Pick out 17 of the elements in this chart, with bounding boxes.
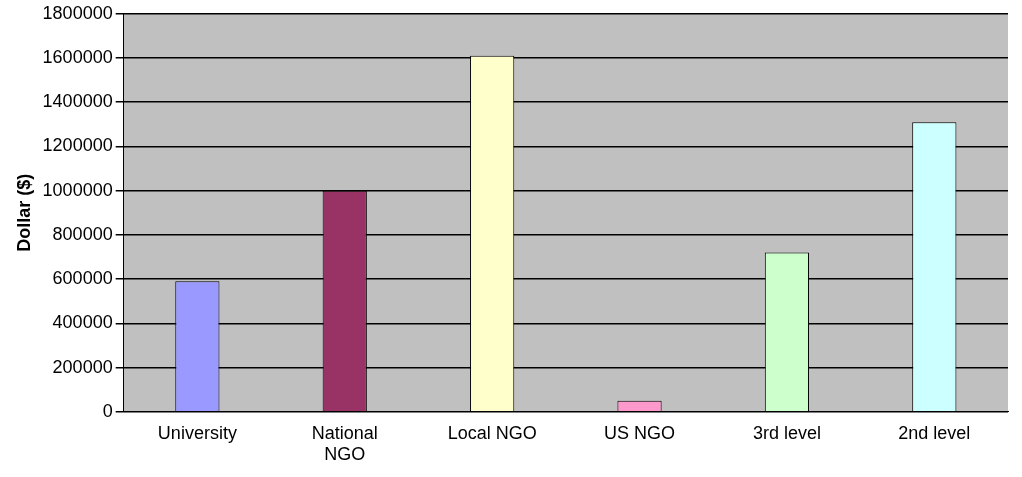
y-tick-label: 600000 <box>52 268 113 289</box>
y-tick-label: 1400000 <box>42 91 113 112</box>
x-tick-label: 3rd level <box>752 422 821 443</box>
y-axis-title: Dollar ($) <box>13 173 34 252</box>
y-tick-label: 400000 <box>52 312 113 333</box>
x-tick-label: University <box>157 422 237 443</box>
y-tick-label: 0 <box>102 400 113 421</box>
y-tick-label: 1200000 <box>42 135 113 156</box>
y-tick-label: 1800000 <box>42 2 113 23</box>
y-tick-label: 1000000 <box>42 179 113 200</box>
x-tick-label: Local NGO <box>447 422 537 443</box>
y-tick-label: 200000 <box>52 356 113 377</box>
y-tick-label: 1600000 <box>42 46 113 67</box>
x-tick-label: National NGO <box>311 422 378 465</box>
x-tick-label: 2nd level <box>898 422 971 443</box>
y-tick-label: 800000 <box>52 223 113 244</box>
x-tick-label: US NGO <box>604 422 676 443</box>
